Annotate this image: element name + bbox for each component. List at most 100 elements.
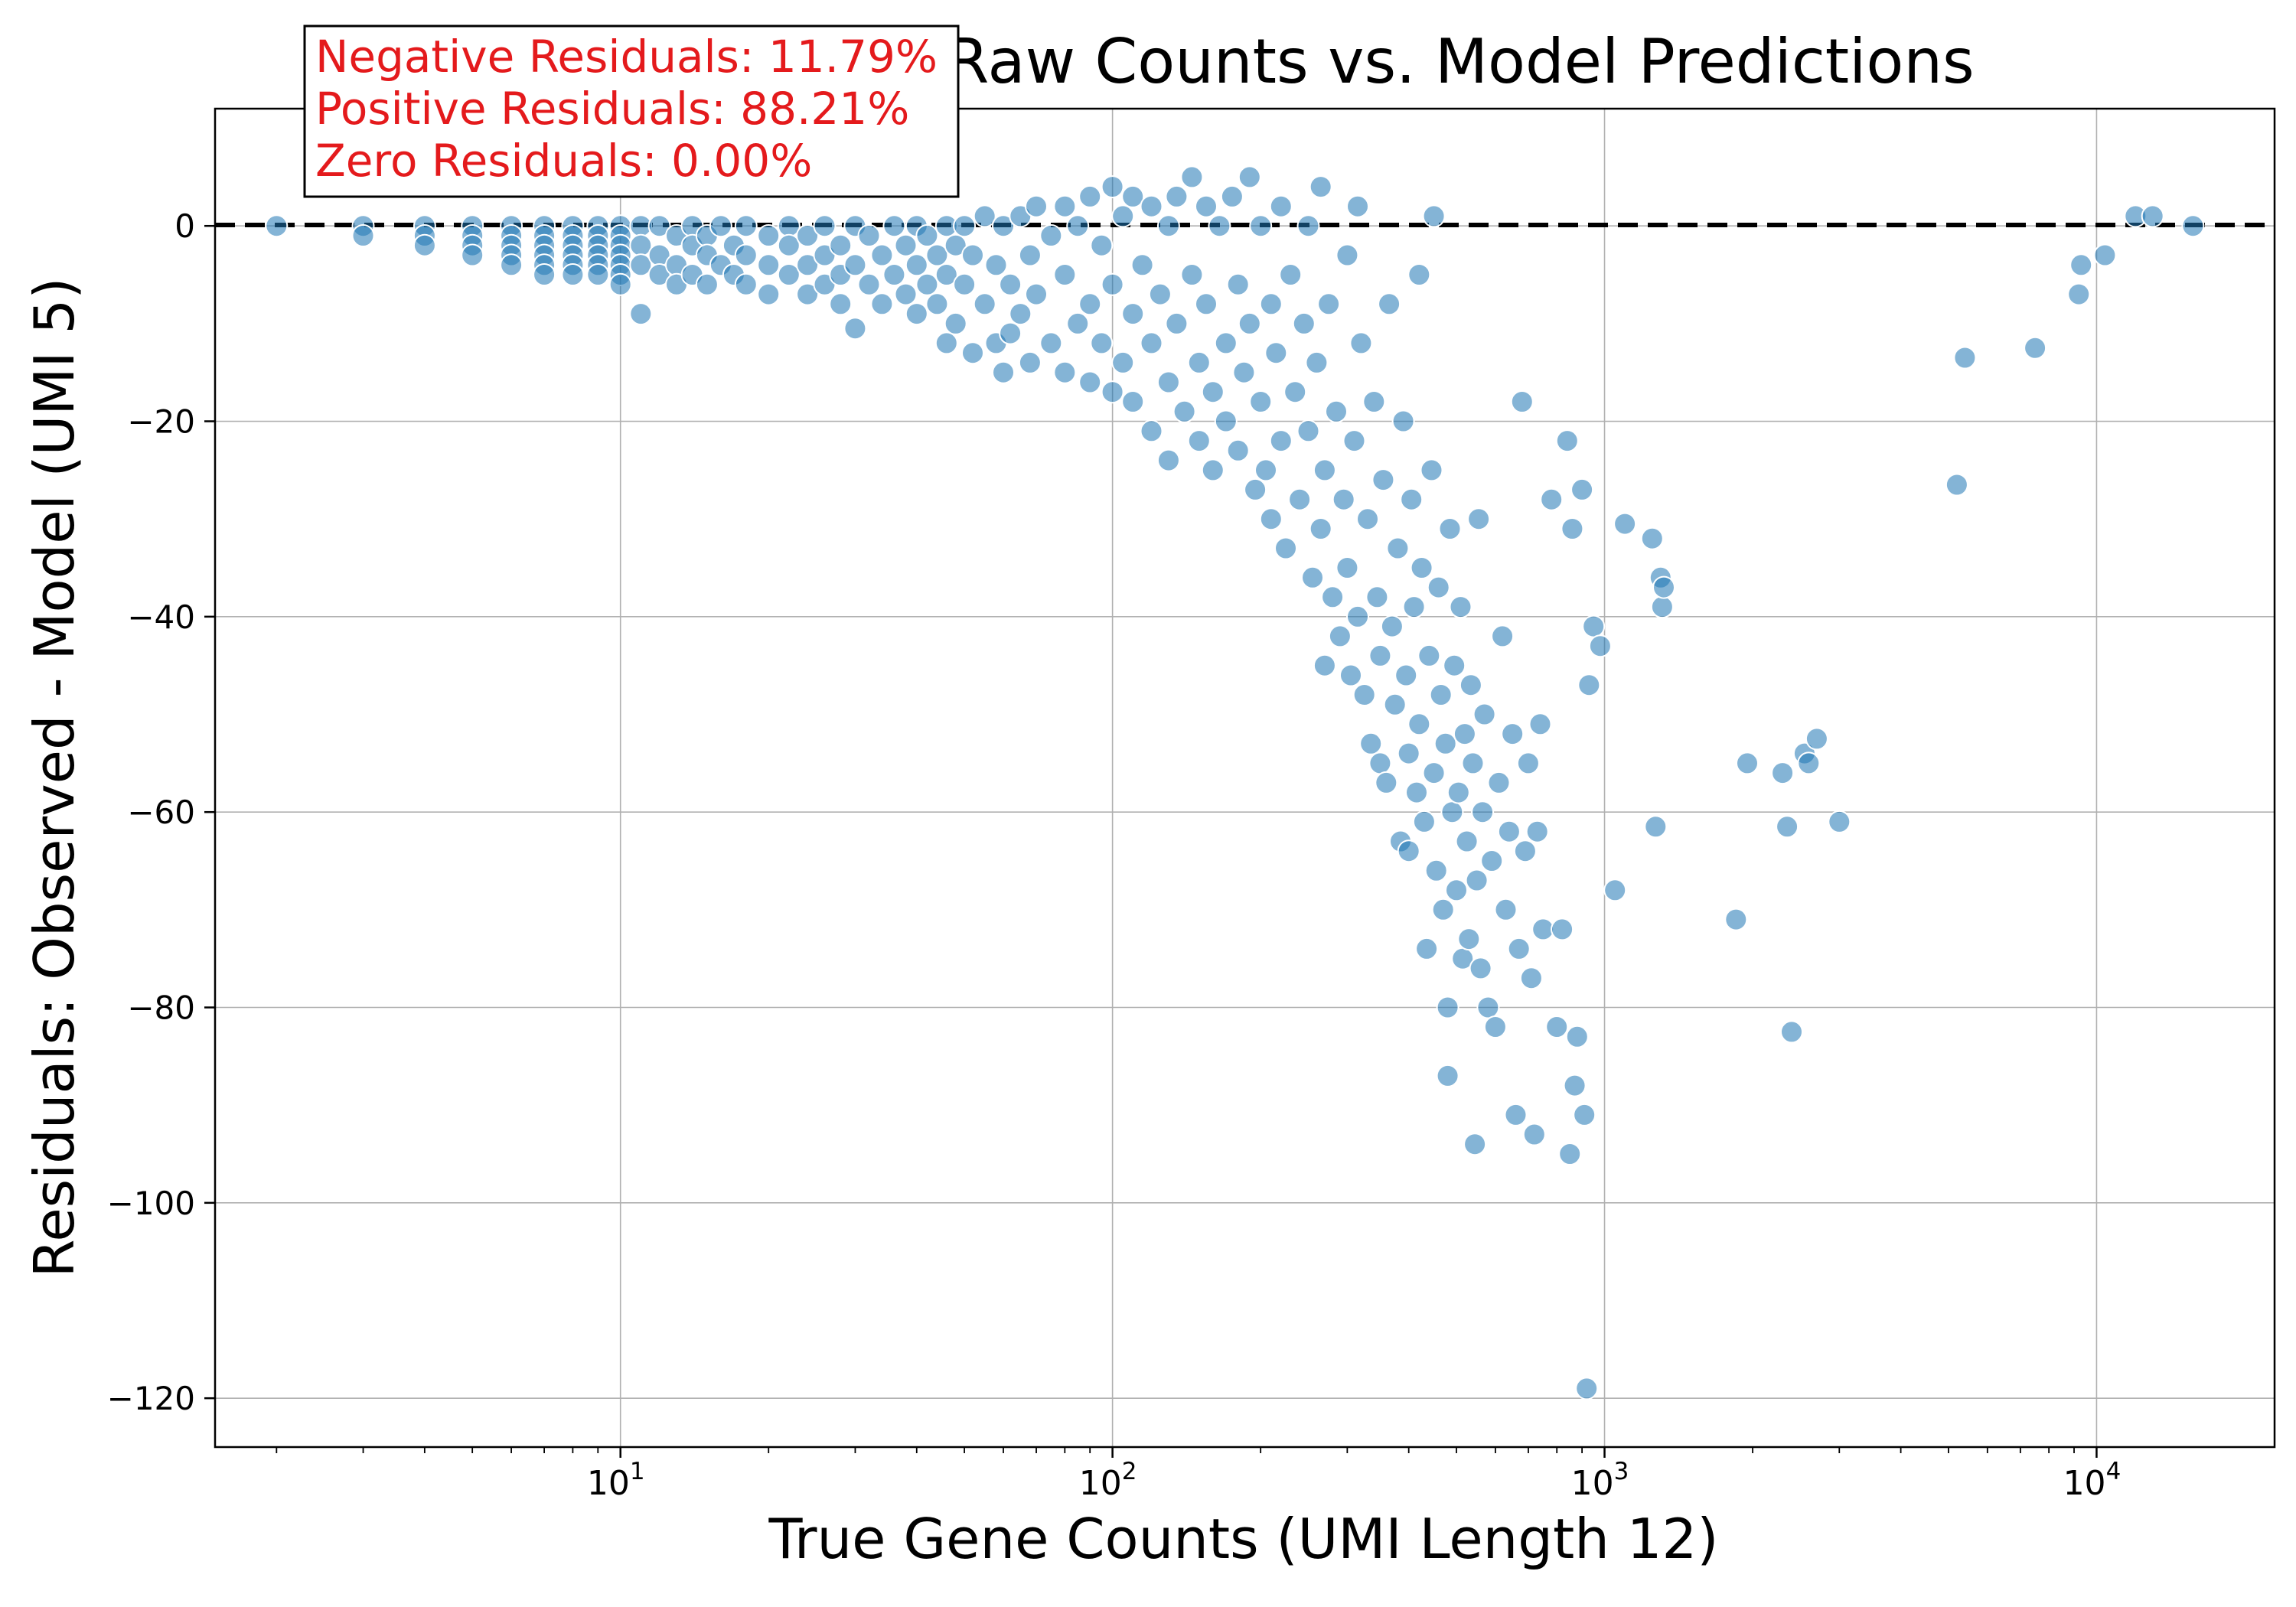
data-point bbox=[1436, 996, 1459, 1019]
data-point bbox=[999, 321, 1022, 345]
data-point bbox=[1053, 263, 1077, 286]
data-point bbox=[1090, 233, 1114, 257]
data-point bbox=[1101, 380, 1124, 404]
data-point bbox=[1467, 507, 1491, 531]
data-point bbox=[1238, 165, 1261, 189]
data-point bbox=[647, 263, 671, 286]
data-point bbox=[1259, 292, 1283, 316]
data-point bbox=[1391, 409, 1415, 433]
data-point bbox=[1140, 331, 1163, 355]
data-point bbox=[857, 224, 881, 247]
data-point bbox=[1313, 458, 1336, 482]
data-point bbox=[1461, 751, 1485, 775]
data-point bbox=[1148, 282, 1172, 306]
data-point bbox=[973, 204, 996, 228]
data-point bbox=[1407, 263, 1431, 286]
data-point bbox=[1429, 683, 1453, 706]
data-point bbox=[1238, 311, 1261, 335]
data-point bbox=[757, 224, 781, 247]
data-point bbox=[1053, 194, 1077, 218]
data-point bbox=[1313, 654, 1336, 677]
data-point bbox=[1325, 399, 1348, 423]
y-tick-label: −60 bbox=[127, 794, 195, 831]
data-point bbox=[843, 253, 867, 277]
data-point bbox=[1009, 302, 1032, 326]
data-point bbox=[1525, 820, 1549, 843]
data-point bbox=[1551, 918, 1574, 941]
data-point bbox=[734, 243, 758, 267]
data-point bbox=[500, 253, 523, 277]
data-point bbox=[1487, 771, 1511, 794]
data-point bbox=[734, 214, 758, 238]
data-point bbox=[894, 233, 918, 257]
data-point bbox=[1368, 751, 1392, 775]
negative-residuals-annotation: Negative Residuals: 11.79% bbox=[315, 31, 938, 83]
x-tick-label: 103 bbox=[1571, 1458, 1629, 1503]
data-point bbox=[2181, 214, 2205, 238]
data-point bbox=[629, 253, 653, 277]
data-point bbox=[1053, 360, 1077, 384]
data-point bbox=[857, 272, 881, 296]
data-point bbox=[1296, 419, 1320, 443]
data-point bbox=[1558, 1143, 1582, 1165]
data-point bbox=[1465, 869, 1489, 892]
data-point bbox=[1349, 331, 1373, 355]
data-point bbox=[1545, 1015, 1569, 1038]
data-point bbox=[905, 253, 928, 277]
data-point bbox=[915, 272, 939, 296]
data-point bbox=[1365, 585, 1389, 609]
data-point bbox=[1346, 194, 1369, 218]
y-tick-label: −80 bbox=[127, 989, 195, 1027]
data-point bbox=[351, 224, 375, 247]
data-point bbox=[1078, 184, 1102, 208]
data-point bbox=[1457, 927, 1481, 951]
data-point bbox=[1476, 996, 1500, 1019]
data-point bbox=[905, 302, 928, 326]
data-point bbox=[1510, 390, 1534, 413]
data-point bbox=[1415, 937, 1439, 960]
data-point bbox=[1121, 184, 1145, 208]
data-point bbox=[1427, 575, 1450, 599]
data-point bbox=[1066, 214, 1090, 238]
data-point bbox=[1156, 214, 1180, 238]
data-point bbox=[934, 331, 958, 355]
data-point bbox=[1459, 673, 1482, 697]
data-point bbox=[2141, 204, 2164, 228]
data-point bbox=[1588, 634, 1612, 658]
data-point bbox=[1483, 1015, 1507, 1038]
data-point bbox=[1375, 771, 1398, 794]
data-point bbox=[1090, 331, 1114, 355]
y-axis-label: Residuals: Observed - Model (UMI 5) bbox=[22, 278, 86, 1278]
data-point bbox=[1405, 781, 1428, 804]
data-point bbox=[757, 282, 781, 306]
data-point bbox=[1025, 282, 1048, 306]
data-point bbox=[1473, 702, 1496, 726]
data-point bbox=[1575, 1377, 1599, 1400]
data-point bbox=[1078, 292, 1102, 316]
plot-frame bbox=[214, 107, 2276, 1449]
data-point bbox=[1214, 409, 1238, 433]
data-point bbox=[1321, 585, 1345, 609]
data-point bbox=[925, 243, 949, 267]
data-point bbox=[1226, 272, 1250, 296]
data-point bbox=[1342, 429, 1366, 453]
data-point bbox=[1018, 243, 1042, 267]
data-point bbox=[1394, 663, 1418, 687]
data-point bbox=[1565, 1025, 1589, 1048]
data-point bbox=[461, 243, 484, 267]
data-point bbox=[1945, 473, 1968, 497]
data-point bbox=[953, 272, 977, 296]
data-point bbox=[2024, 336, 2047, 360]
data-point bbox=[647, 214, 671, 238]
data-point bbox=[944, 233, 967, 257]
data-point bbox=[1522, 1123, 1546, 1146]
data-point bbox=[1805, 727, 1828, 751]
y-tick-label: −100 bbox=[107, 1185, 195, 1222]
data-point bbox=[796, 224, 820, 247]
data-point bbox=[1274, 536, 1297, 560]
data-point bbox=[1226, 438, 1250, 462]
data-point bbox=[1397, 839, 1420, 863]
data-point bbox=[1254, 458, 1277, 482]
axis-ticks: 101 102 103 104 0 −20 −40 −60 −80 −100 −120 bbox=[107, 207, 2122, 1503]
